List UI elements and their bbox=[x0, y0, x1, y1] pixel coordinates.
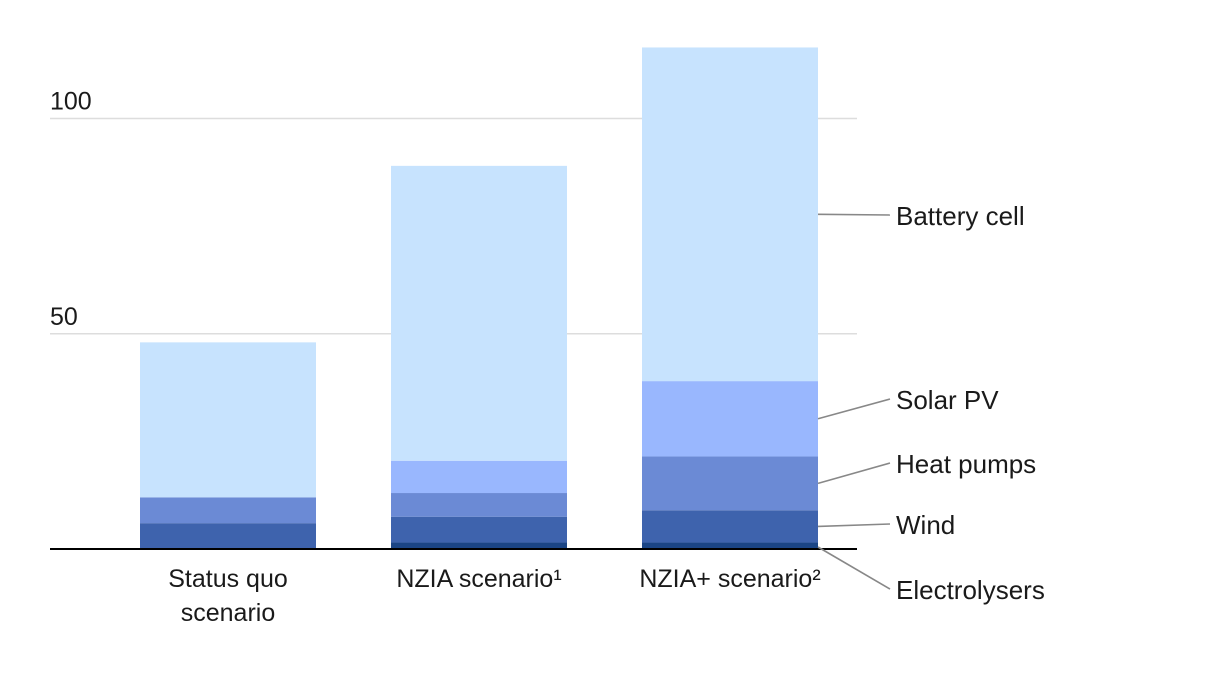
bar-heat-pumps-3 bbox=[642, 456, 818, 511]
legend-leader-line bbox=[817, 546, 891, 590]
category-label: Status quo bbox=[168, 565, 288, 593]
category-label: NZIA scenario¹ bbox=[396, 565, 561, 593]
bar-battery-cell-3 bbox=[642, 47, 818, 382]
legend-leader-line bbox=[817, 213, 891, 216]
bar-battery-cell-2 bbox=[391, 165, 567, 461]
bar-wind-2 bbox=[391, 516, 567, 543]
y-axis-tick-labels: 50 100 bbox=[50, 88, 92, 331]
bar-electrolysers-3 bbox=[642, 542, 818, 549]
bar-battery-cell-1 bbox=[140, 342, 316, 498]
bars bbox=[140, 47, 818, 549]
legend-leader-line bbox=[817, 523, 891, 528]
legend-label-battery-cell: Battery cell bbox=[896, 201, 1025, 231]
legend-leader-line bbox=[817, 462, 891, 485]
category-label: scenario bbox=[181, 599, 276, 627]
bar-solar-pv-3 bbox=[642, 381, 818, 457]
y-tick-label: 100 bbox=[50, 88, 92, 116]
legend-label-heat-pumps: Heat pumps bbox=[896, 449, 1036, 479]
bar-heat-pumps-1 bbox=[140, 497, 316, 524]
category-label: NZIA+ scenario² bbox=[639, 565, 820, 593]
bar-wind-3 bbox=[642, 510, 818, 543]
legend-label-solar-pv: Solar PV bbox=[896, 385, 999, 415]
category-labels: Status quo scenario NZIA scenario¹ NZIA+ sc… bbox=[168, 565, 820, 627]
bar-wind-1 bbox=[140, 523, 316, 549]
y-tick-label: 50 bbox=[50, 303, 78, 331]
legend-leader-line bbox=[817, 398, 891, 420]
bar-electrolysers-2 bbox=[391, 542, 567, 549]
legend: Electrolysers Wind Heat pumps Solar PV Batte… bbox=[817, 201, 1045, 605]
bar-heat-pumps-2 bbox=[391, 493, 567, 517]
legend-label-wind: Wind bbox=[896, 510, 955, 540]
legend-label-electrolysers: Electrolysers bbox=[896, 575, 1045, 605]
bar-solar-pv-2 bbox=[391, 460, 567, 494]
